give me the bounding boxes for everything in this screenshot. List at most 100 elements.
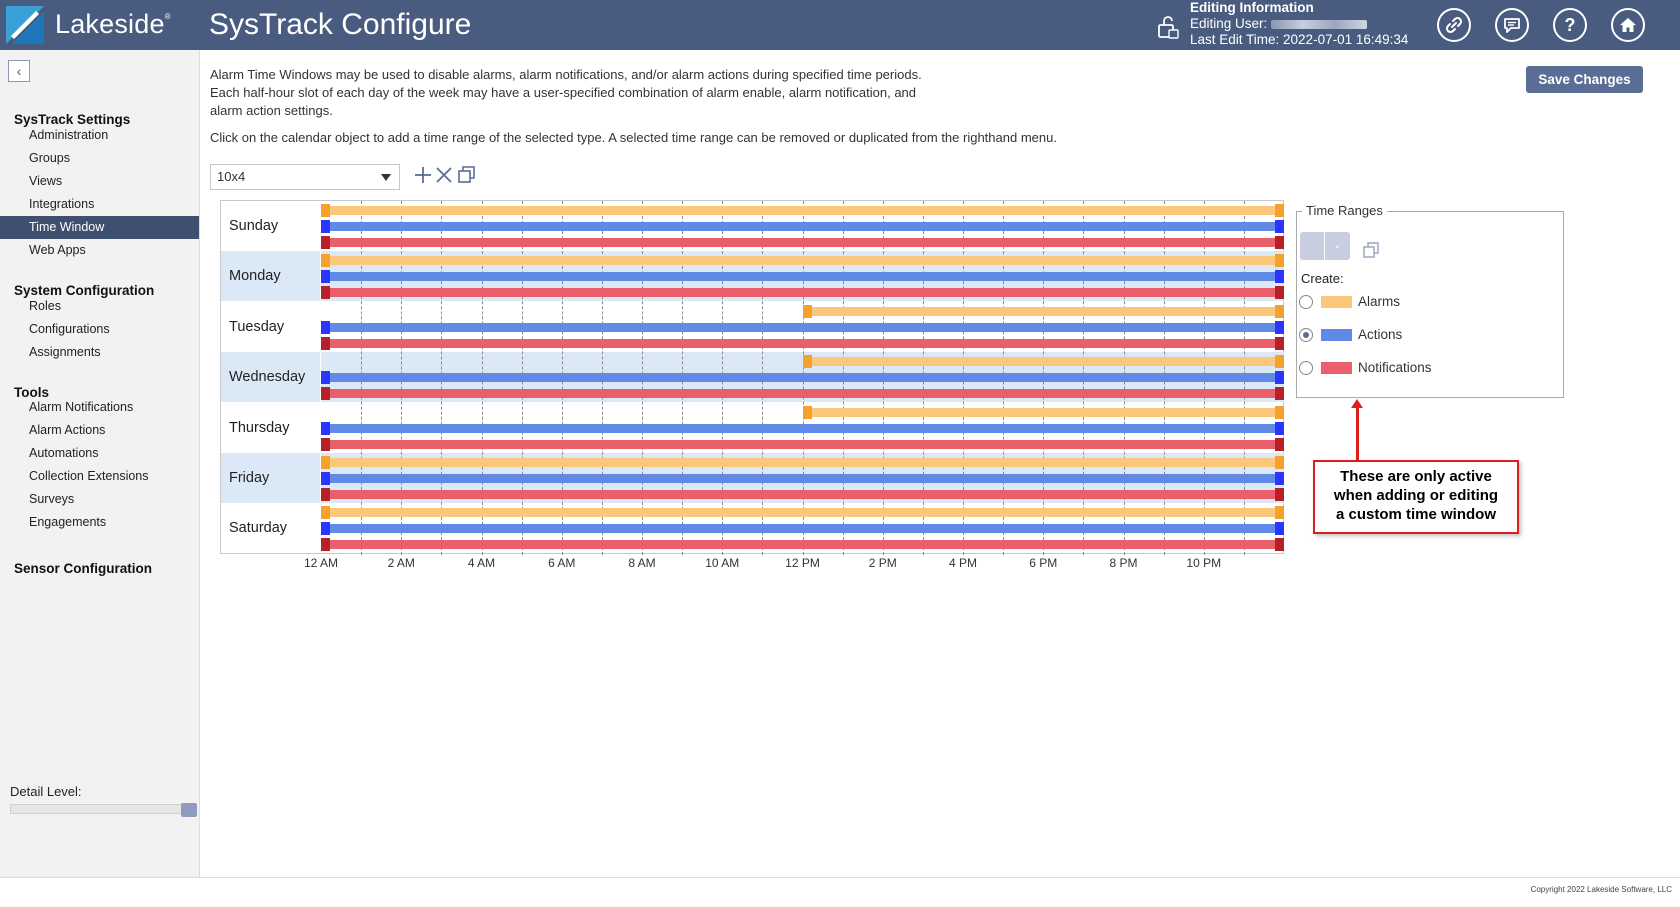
nav-section-sensor-configuration[interactable]: Sensor Configuration [14,561,152,576]
alarms-range-bar-monday[interactable] [321,256,1284,266]
add-icon[interactable] [412,164,434,186]
home-button[interactable] [1611,8,1645,42]
actions-range-start-handle[interactable] [321,220,330,233]
actions-range-end-handle[interactable] [1275,320,1284,334]
calendar-row-thursday[interactable]: Thursday [221,403,1283,453]
link-button[interactable] [1437,8,1471,42]
sidebar-item-integrations[interactable]: Integrations [29,197,95,211]
actions-range-bar-monday[interactable] [321,272,1284,282]
sidebar-item-alarm-actions[interactable]: Alarm Actions [29,423,106,437]
calendar-row-sunday[interactable]: Sunday [221,201,1283,251]
actions-range-bar-saturday[interactable] [321,524,1284,534]
notifications-range-bar-thursday[interactable] [321,439,1284,449]
notifications-range-start-handle[interactable] [321,387,330,401]
nav-section-tools[interactable]: Tools [14,385,49,400]
calendar-row-saturday[interactable]: Saturday [221,503,1283,553]
time-range-select-button[interactable] [1300,232,1324,260]
notifications-range-bar-tuesday[interactable] [321,338,1284,348]
detail-level-slider-handle[interactable] [181,803,197,817]
alarms-range-end-handle[interactable] [1275,355,1284,369]
detail-level-slider[interactable] [10,804,196,814]
sidebar-item-surveys[interactable]: Surveys [29,492,75,506]
alarms-range-bar-friday[interactable] [321,458,1284,467]
alarms-range-start-handle[interactable] [802,405,812,419]
alarms-range-bar-thursday[interactable] [802,407,1284,417]
sidebar-item-roles[interactable]: Roles [29,299,61,313]
time-range-split-button[interactable]: ⌄ [1300,232,1350,260]
actions-radio[interactable] [1299,328,1313,342]
actions-range-start-handle[interactable] [321,320,330,334]
notifications-range-end-handle[interactable] [1275,437,1284,451]
sidebar-item-administration[interactable]: Administration [29,128,109,142]
actions-range-bar-wednesday[interactable] [321,373,1284,383]
alarms-range-bar-tuesday[interactable] [802,306,1284,316]
actions-range-start-handle[interactable] [321,421,330,435]
sidebar-item-time-window[interactable]: Time Window [0,216,199,239]
actions-range-start-handle[interactable] [321,270,330,284]
notifications-range-start-handle[interactable] [321,336,330,350]
create-option-notifications[interactable]: Notifications [1299,359,1499,379]
alarms-range-start-handle[interactable] [321,254,330,268]
alarms-range-end-handle[interactable] [1275,304,1284,318]
notifications-range-bar-friday[interactable] [321,490,1284,499]
notifications-range-end-handle[interactable] [1275,538,1284,552]
sidebar-item-engagements[interactable]: Engagements [29,515,107,529]
notifications-range-end-handle[interactable] [1275,236,1284,249]
remove-icon[interactable] [433,164,455,186]
actions-range-end-handle[interactable] [1275,220,1284,233]
notifications-range-start-handle[interactable] [321,437,330,451]
create-option-alarms[interactable]: Alarms [1299,293,1499,313]
notifications-range-start-handle[interactable] [321,488,330,501]
alarms-range-start-handle[interactable] [321,506,330,520]
alarms-range-bar-saturday[interactable] [321,508,1284,518]
chevron-down-icon[interactable]: ⌄ [1325,232,1350,260]
sidebar-item-alarm-notifications[interactable]: Alarm Notifications [29,400,134,414]
alarms-radio[interactable] [1299,295,1313,309]
notifications-range-start-handle[interactable] [321,286,330,300]
alarms-range-start-handle[interactable] [802,355,812,369]
actions-range-end-handle[interactable] [1275,371,1284,385]
nav-section-systrack-settings[interactable]: SysTrack Settings [14,112,131,127]
alarms-range-end-handle[interactable] [1275,405,1284,419]
notifications-range-bar-wednesday[interactable] [321,389,1284,399]
alarms-range-bar-sunday[interactable] [321,206,1284,215]
notifications-range-start-handle[interactable] [321,538,330,552]
calendar-row-tuesday[interactable]: Tuesday [221,302,1283,352]
sidebar-item-configurations[interactable]: Configurations [29,322,110,336]
create-option-actions[interactable]: Actions [1299,326,1499,346]
actions-range-end-handle[interactable] [1275,270,1284,284]
actions-range-bar-sunday[interactable] [321,222,1284,231]
notifications-range-end-handle[interactable] [1275,286,1284,300]
alarms-range-start-handle[interactable] [321,204,330,217]
sidebar-item-web-apps[interactable]: Web Apps [29,243,86,257]
time-window-calendar[interactable]: Sunday Monday Tuesday Wednesday Thursday Frid… [220,200,1284,555]
sidebar-item-automations[interactable]: Automations [29,446,99,460]
time-window-select[interactable]: 10x4 [210,164,400,190]
alarms-range-end-handle[interactable] [1275,506,1284,520]
sidebar-item-views[interactable]: Views [29,174,63,188]
actions-range-start-handle[interactable] [321,472,330,485]
alarms-range-start-handle[interactable] [802,304,812,318]
notifications-range-bar-saturday[interactable] [321,540,1284,550]
actions-range-bar-thursday[interactable] [321,423,1284,433]
notifications-range-end-handle[interactable] [1275,387,1284,401]
actions-range-start-handle[interactable] [321,522,330,536]
duplicate-icon[interactable] [456,164,478,186]
actions-range-end-handle[interactable] [1275,421,1284,435]
notifications-range-bar-monday[interactable] [321,288,1284,298]
sidebar-item-collection-extensions[interactable]: Collection Extensions [29,469,149,483]
notifications-range-bar-sunday[interactable] [321,238,1284,247]
actions-range-end-handle[interactable] [1275,472,1284,485]
duplicate-range-icon[interactable] [1362,241,1380,259]
help-button[interactable]: ? [1553,8,1587,42]
actions-range-end-handle[interactable] [1275,522,1284,536]
alarms-range-end-handle[interactable] [1275,456,1284,469]
notifications-range-start-handle[interactable] [321,236,330,249]
nav-section-system-configuration[interactable]: System Configuration [14,283,155,298]
actions-range-bar-tuesday[interactable] [321,322,1284,332]
sidebar-item-groups[interactable]: Groups [29,151,70,165]
notifications-range-end-handle[interactable] [1275,488,1284,501]
alarms-range-bar-wednesday[interactable] [802,357,1284,367]
notifications-radio[interactable] [1299,361,1313,375]
actions-range-bar-friday[interactable] [321,474,1284,483]
